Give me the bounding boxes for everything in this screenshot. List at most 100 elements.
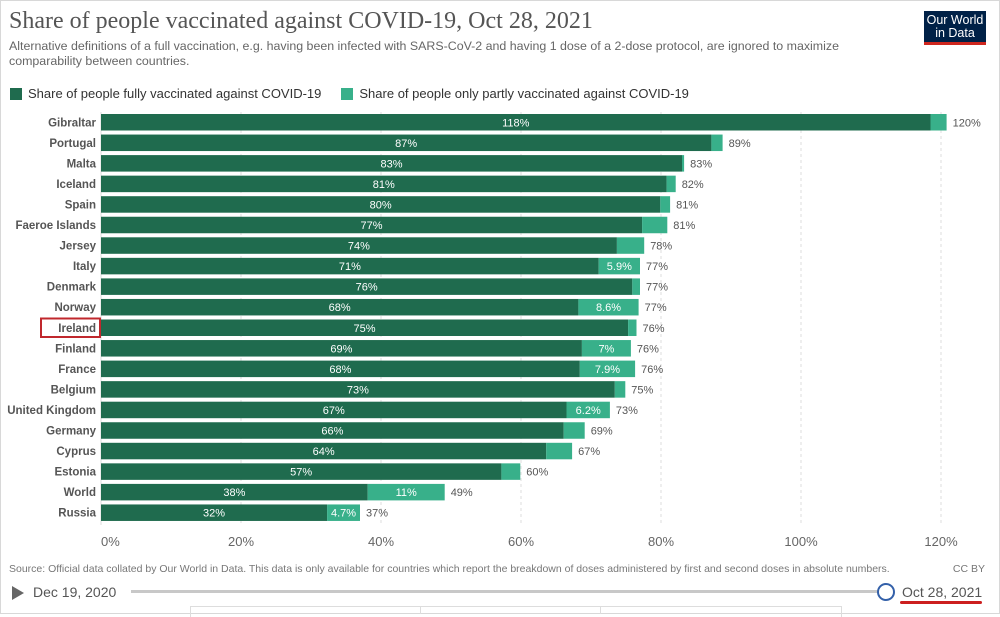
- data-label-total: 83%: [690, 158, 712, 170]
- category-label: Jersey: [60, 241, 97, 253]
- timeline-start-date[interactable]: Dec 19, 2020: [33, 584, 117, 600]
- bar-partly-vaccinated: [563, 422, 585, 439]
- legend-item-full[interactable]: Share of people fully vaccinated against…: [10, 86, 321, 101]
- logo-line-1: Our World: [926, 13, 984, 27]
- data-label-partial: 5.9%: [607, 261, 632, 273]
- x-tick-label: 60%: [508, 534, 534, 549]
- bar-partly-vaccinated: [367, 483, 445, 501]
- bar-partly-vaccinated: [682, 155, 685, 172]
- data-label-total: 82%: [682, 179, 704, 191]
- bar-partly-vaccinated: [327, 504, 360, 521]
- bar-partly-vaccinated: [930, 114, 947, 131]
- bar-partly-vaccinated: [660, 196, 671, 213]
- legend-swatch-partial: [341, 87, 354, 100]
- data-label-full: 32%: [203, 508, 225, 520]
- data-label-full: 66%: [321, 426, 343, 438]
- category-label: Finland: [55, 343, 96, 355]
- timeline-end-date[interactable]: Oct 28, 2021: [902, 584, 983, 600]
- highlight-box: [40, 317, 101, 338]
- data-label-full: 64%: [313, 446, 335, 458]
- bar-partly-vaccinated: [642, 216, 668, 234]
- category-label: Cyprus: [56, 446, 96, 458]
- data-label-total: 76%: [643, 323, 665, 335]
- category-label: Estonia: [54, 467, 96, 479]
- data-label-total: 75%: [631, 384, 653, 396]
- play-icon[interactable]: [12, 586, 24, 600]
- category-label: Gibraltar: [48, 117, 96, 129]
- category-label: Italy: [73, 261, 97, 273]
- timeline-handle[interactable]: [877, 583, 895, 601]
- license-label[interactable]: CC BY: [952, 563, 985, 575]
- data-label-full: 80%: [370, 199, 392, 211]
- bar-fully-vaccinated: [101, 504, 328, 521]
- bar-fully-vaccinated: [101, 381, 615, 398]
- x-tick-label: 40%: [368, 534, 394, 549]
- bar-fully-vaccinated: [101, 237, 617, 254]
- data-label-total: 81%: [676, 199, 698, 211]
- data-label-partial: 7%: [598, 343, 614, 355]
- bar-fully-vaccinated: [101, 216, 643, 234]
- data-label-full: 67%: [323, 405, 345, 417]
- bar-fully-vaccinated: [101, 257, 599, 275]
- owid-logo[interactable]: Our World in Data: [924, 11, 986, 45]
- bar-partly-vaccinated: [598, 257, 640, 275]
- data-label-full: 69%: [330, 343, 352, 355]
- legend-item-partial[interactable]: Share of people only partly vaccinated a…: [341, 86, 689, 101]
- data-label-total: 73%: [616, 405, 638, 417]
- bar-chart: 0% 20% 40% 60% 80% 100% 120% Gibraltar 118% 120% P…: [7, 112, 981, 549]
- bar-fully-vaccinated: [101, 196, 661, 213]
- data-label-partial: 11%: [396, 487, 417, 499]
- legend-swatch-full: [10, 87, 22, 100]
- category-label: Iceland: [56, 179, 96, 191]
- data-label-partial: 8.6%: [596, 302, 621, 314]
- legend-label-full: Share of people fully vaccinated against…: [28, 86, 322, 101]
- data-label-full: 75%: [354, 323, 376, 335]
- category-label: Faeroe Islands: [15, 220, 96, 232]
- bar-fully-vaccinated: [101, 442, 547, 460]
- chart-subtitle: Alternative definitions of a full vaccin…: [9, 39, 839, 68]
- category-label: Malta: [67, 158, 97, 170]
- bar-fully-vaccinated: [101, 278, 633, 295]
- bar-fully-vaccinated: [101, 114, 931, 131]
- data-label-total: 37%: [366, 508, 388, 520]
- data-label-total: 77%: [646, 282, 668, 294]
- logo-line-2: in Data: [935, 26, 975, 40]
- data-label-full: 68%: [329, 364, 351, 376]
- chart-legend: Share of people fully vaccinated against…: [10, 86, 709, 101]
- legend-label-partial: Share of people only partly vaccinated a…: [359, 86, 689, 101]
- bar-partly-vaccinated: [616, 237, 645, 254]
- bar-partly-vaccinated: [666, 175, 676, 193]
- category-label: France: [58, 364, 96, 376]
- category-label: Russia: [58, 508, 96, 520]
- category-label: United Kingdom: [7, 405, 96, 417]
- data-label-total: 78%: [650, 241, 672, 253]
- data-label-total: 76%: [641, 364, 663, 376]
- x-tick-label: 100%: [784, 534, 818, 549]
- timeline-track[interactable]: [131, 590, 887, 593]
- bar-fully-vaccinated: [101, 155, 682, 172]
- category-label: Spain: [65, 199, 96, 211]
- bar-fully-vaccinated: [101, 463, 502, 480]
- data-label-full: 68%: [329, 302, 351, 314]
- tab-divider: [420, 606, 421, 614]
- bar-fully-vaccinated: [101, 298, 579, 316]
- data-label-total: 49%: [451, 487, 473, 499]
- category-label: Ireland: [58, 323, 96, 335]
- x-tick-label: 120%: [924, 534, 958, 549]
- tab-divider: [600, 606, 601, 614]
- data-label-full: 38%: [223, 487, 245, 499]
- bar-fully-vaccinated: [101, 422, 564, 439]
- data-label-full: 71%: [339, 261, 361, 273]
- category-label: World: [64, 487, 96, 499]
- data-label-partial: 6.2%: [576, 405, 601, 417]
- bar-partly-vaccinated: [632, 278, 640, 295]
- data-label-partial: 7.9%: [595, 364, 620, 376]
- data-label-full: 74%: [348, 241, 370, 253]
- bar-partly-vaccinated: [546, 442, 573, 460]
- bar-partly-vaccinated: [501, 463, 521, 480]
- bar-fully-vaccinated: [101, 483, 368, 501]
- bar-partly-vaccinated: [614, 381, 626, 398]
- data-label-full: 77%: [361, 220, 383, 232]
- bar-partly-vaccinated: [579, 360, 636, 378]
- bar-partly-vaccinated: [581, 340, 631, 357]
